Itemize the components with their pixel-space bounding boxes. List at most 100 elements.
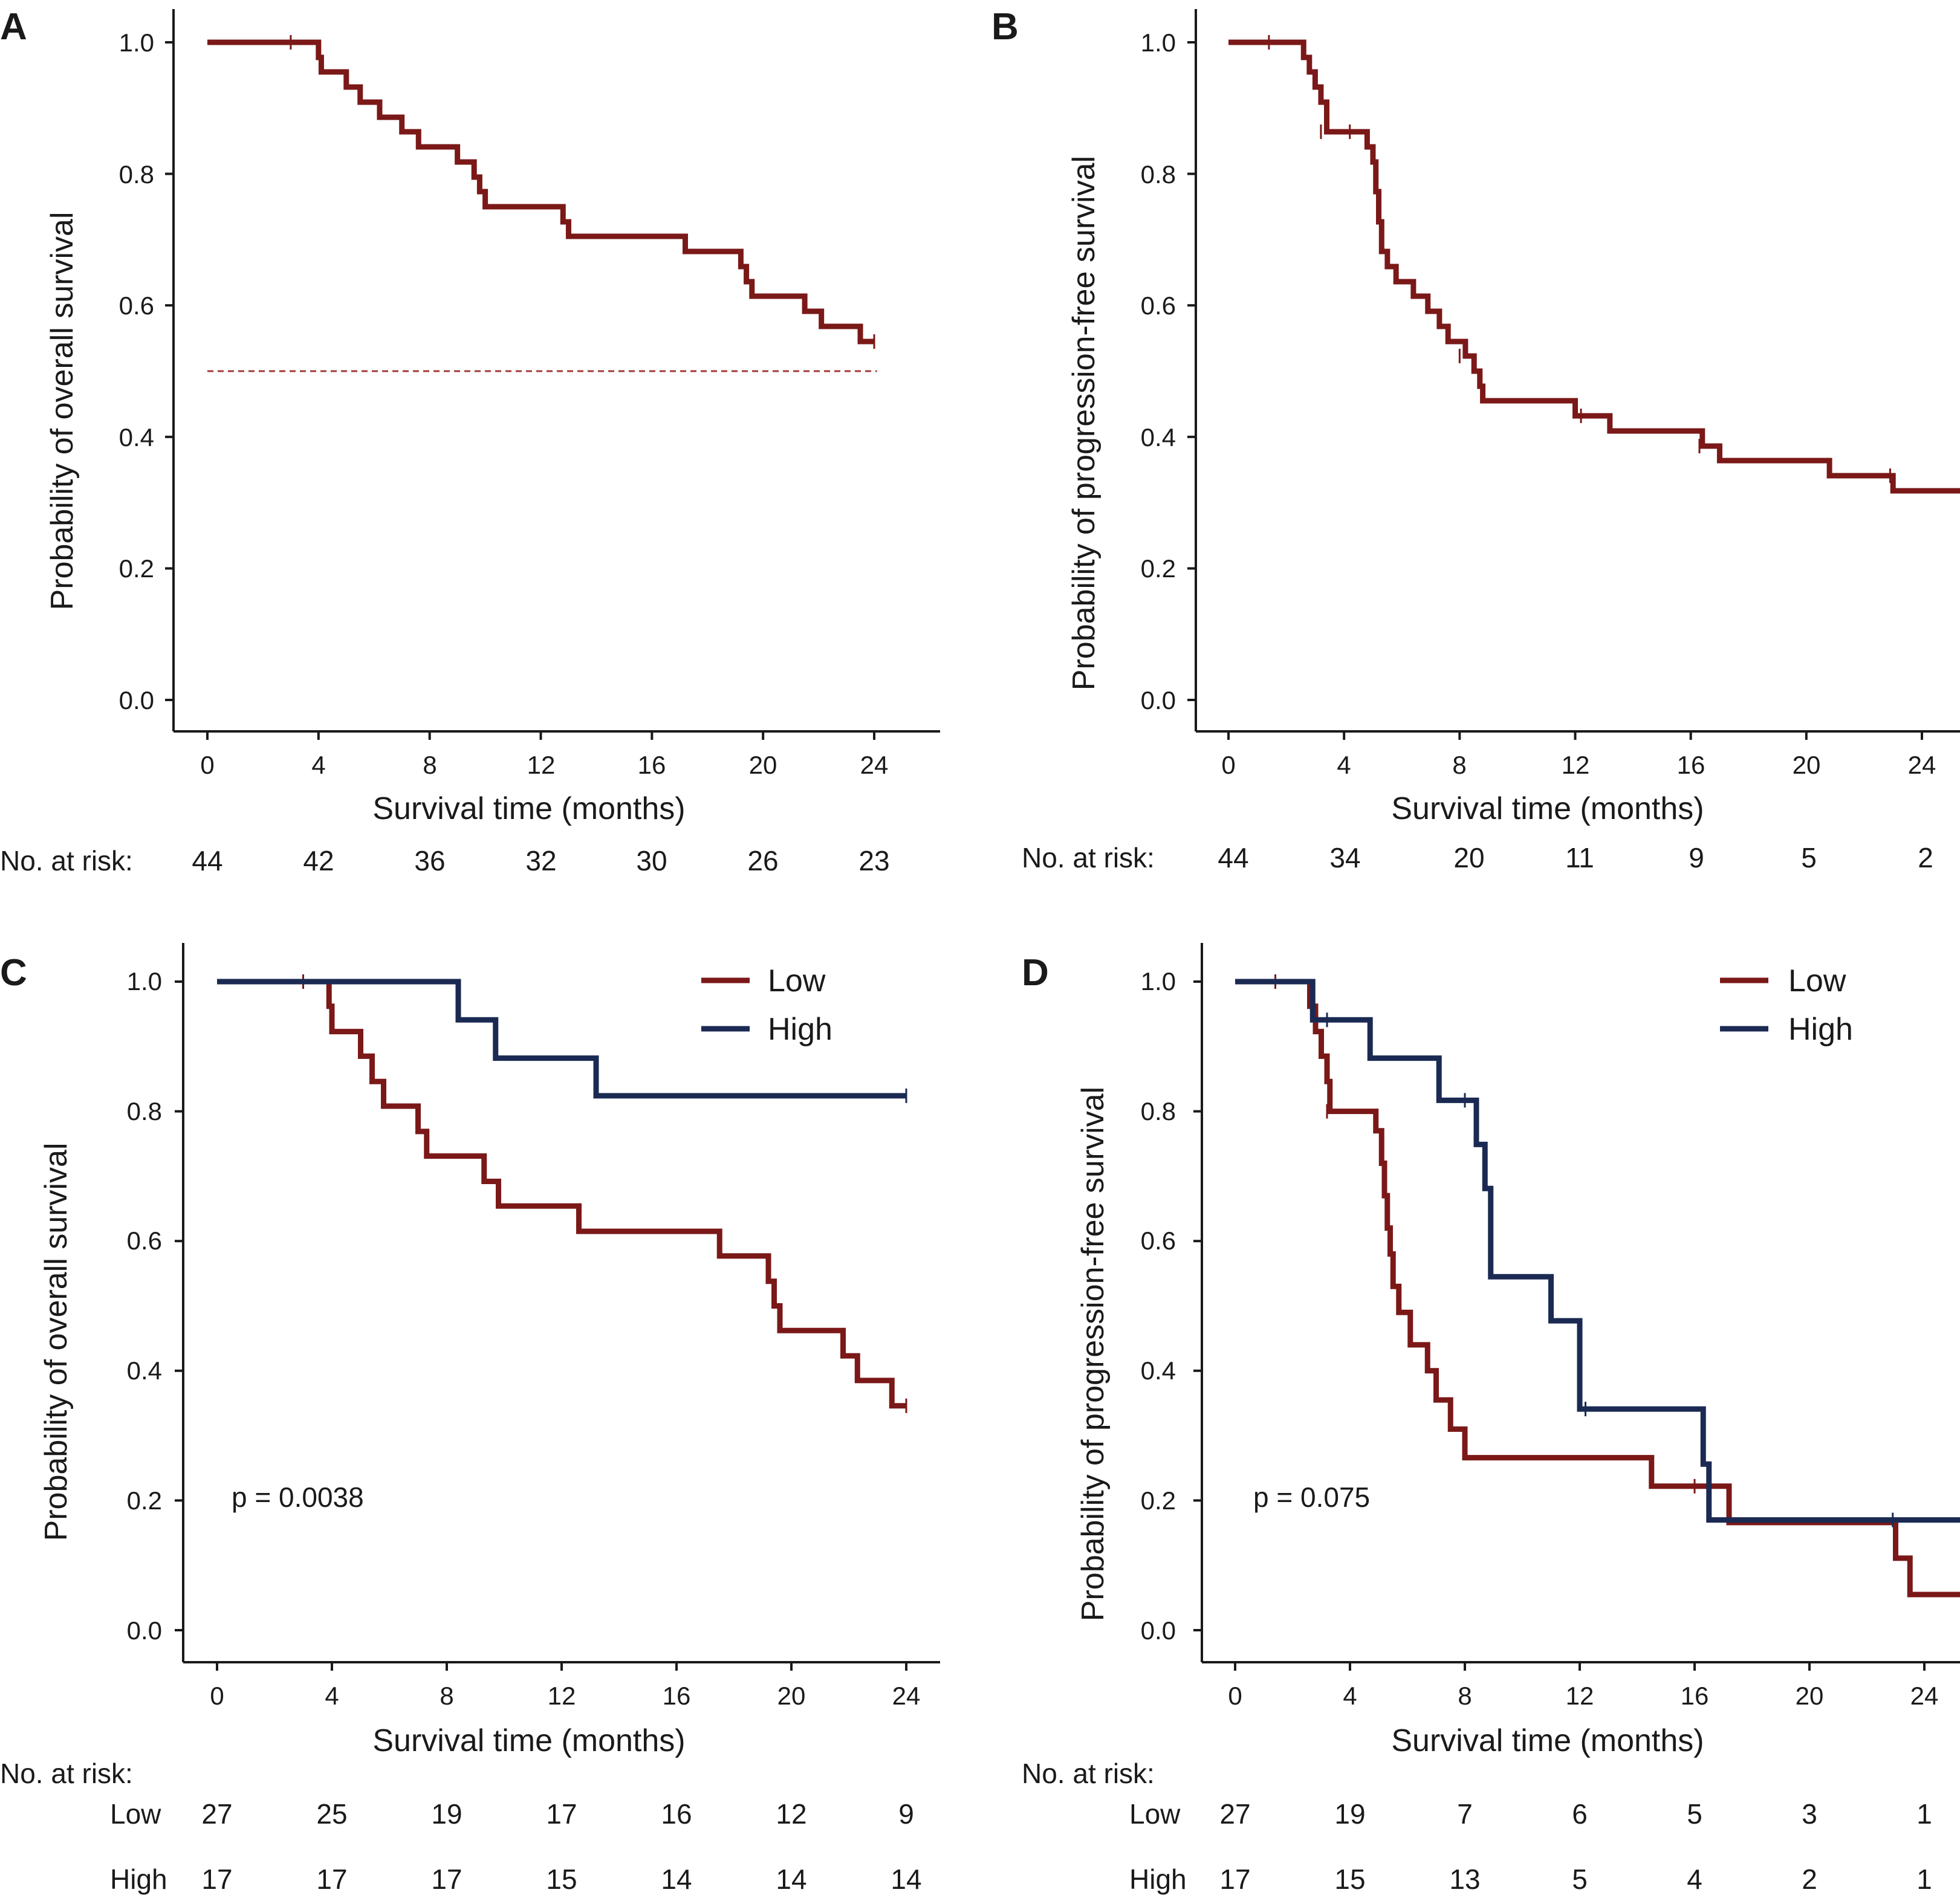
risk-count: 14 (891, 1864, 921, 1895)
y-tick-label: 0.0 (127, 1616, 162, 1645)
y-tick-label: 0.6 (119, 291, 154, 320)
risk-count: 19 (431, 1798, 462, 1830)
risk-row-label: High (110, 1864, 167, 1895)
x-tick-label: 4 (1337, 751, 1351, 779)
y-tick-label: 0.2 (1141, 1486, 1176, 1515)
km-curve-high (217, 979, 906, 1099)
risk-count: 9 (1689, 842, 1704, 873)
x-tick-label: 0 (1221, 751, 1235, 779)
panel-c: C Probability of overall survival 0.0 0.… (0, 952, 922, 1895)
y-tick-label: 0.8 (119, 160, 154, 189)
x-tick-label: 4 (325, 1682, 339, 1710)
risk-table-title: No. at risk: (1022, 1758, 1155, 1789)
risk-count: 15 (1334, 1864, 1365, 1895)
x-tick-label: 24 (1908, 751, 1936, 779)
x-tick-label: 24 (860, 751, 889, 779)
x-axis-title: Survival time (months) (1391, 791, 1704, 826)
risk-count: 32 (525, 845, 556, 876)
x-axis-title: Survival time (months) (372, 791, 685, 826)
risk-count: 20 (1453, 842, 1484, 873)
risk-count: 7 (1457, 1798, 1473, 1830)
risk-count: 44 (192, 845, 222, 876)
x-tick-label: 4 (1343, 1682, 1357, 1710)
risk-count: 17 (316, 1864, 347, 1895)
y-tick-label: 0.8 (1141, 1097, 1176, 1125)
risk-count: 13 (1449, 1864, 1480, 1895)
plot-area-a (165, 9, 940, 740)
x-tick-label: 20 (777, 1682, 806, 1710)
risk-count: 17 (431, 1864, 462, 1895)
risk-count: 23 (858, 845, 889, 876)
risk-count: 12 (776, 1798, 806, 1830)
risk-count: 5 (1801, 842, 1817, 873)
risk-row-label: Low (1129, 1798, 1181, 1830)
risk-count: 16 (661, 1798, 692, 1830)
y-tick-label: 0.0 (1141, 1616, 1176, 1645)
risk-count: 11 (1565, 842, 1594, 873)
risk-count: 30 (636, 845, 667, 876)
risk-count: 1 (1916, 1798, 1932, 1830)
risk-count: 25 (316, 1798, 347, 1830)
y-tick-label: 0.8 (127, 1097, 162, 1125)
risk-count: 14 (776, 1864, 806, 1895)
km-curve-all (207, 39, 874, 345)
risk-count: 2 (1802, 1864, 1817, 1895)
risk-count: 36 (414, 845, 445, 876)
y-tick-label: 0.2 (119, 554, 154, 583)
x-axis-title: Survival time (months) (372, 1723, 685, 1758)
risk-count: 5 (1687, 1798, 1702, 1830)
x-tick-label: 24 (1910, 1682, 1939, 1710)
y-axis-title: Probability of progression-free survival (1076, 1087, 1111, 1621)
plot-area-b (1187, 9, 1960, 740)
panel-letter: B (991, 6, 1019, 48)
panel-letter: D (1022, 952, 1049, 994)
y-tick-label: 0.8 (1141, 160, 1176, 189)
x-tick-label: 20 (749, 751, 777, 779)
y-tick-label: 1.0 (127, 967, 162, 996)
x-tick-label: 16 (1681, 1682, 1709, 1710)
legend-label-low: Low (1788, 963, 1846, 999)
legend-label-high: High (768, 1012, 832, 1047)
x-tick-label: 0 (200, 751, 214, 779)
risk-count: 27 (1219, 1798, 1250, 1830)
x-tick-label: 16 (638, 751, 666, 779)
risk-count: 5 (1572, 1864, 1588, 1895)
x-tick-label: 12 (1562, 751, 1590, 779)
y-tick-label: 0.0 (1141, 686, 1176, 714)
panel-b: B Probability of progression-free surviv… (991, 6, 1936, 873)
y-tick-label: 1.0 (1141, 967, 1176, 996)
km-curve-all (1228, 39, 1960, 494)
risk-count: 2 (1918, 842, 1933, 873)
plot-area-d (1193, 943, 1960, 1671)
x-tick-label: 8 (1452, 751, 1466, 779)
legend-label-high: High (1788, 1012, 1853, 1047)
risk-count: 14 (661, 1864, 692, 1895)
risk-count: 27 (201, 1798, 232, 1830)
y-tick-label: 0.4 (119, 423, 154, 452)
x-tick-label: 4 (311, 751, 325, 779)
y-tick-label: 0.4 (127, 1356, 162, 1385)
km-curve-low (217, 979, 906, 1409)
panel-d: D Probability of progression-free surviv… (1022, 952, 1938, 1895)
legend: Low High (1720, 963, 1853, 1047)
x-tick-label: 24 (892, 1682, 921, 1710)
km-curve-low (1235, 979, 1960, 1598)
legend: Low High (701, 963, 832, 1047)
risk-count: 4 (1687, 1864, 1702, 1895)
risk-count: 1 (1916, 1864, 1932, 1895)
y-axis-title: Probability of overall survival (45, 212, 80, 610)
risk-table-title: No. at risk: (0, 1758, 133, 1789)
x-tick-label: 12 (527, 751, 556, 779)
panel-letter: A (0, 6, 27, 48)
x-axis-title: Survival time (months) (1391, 1723, 1704, 1758)
y-tick-label: 0.0 (119, 686, 154, 714)
risk-count: 44 (1218, 842, 1248, 873)
x-tick-label: 16 (663, 1682, 691, 1710)
risk-count: 17 (201, 1864, 232, 1895)
x-tick-label: 20 (1796, 1682, 1824, 1710)
x-tick-label: 16 (1677, 751, 1705, 779)
risk-row-label: Low (110, 1798, 161, 1830)
risk-row-label: High (1129, 1864, 1187, 1895)
legend-label-low: Low (768, 963, 826, 999)
y-tick-label: 0.6 (1141, 291, 1176, 320)
